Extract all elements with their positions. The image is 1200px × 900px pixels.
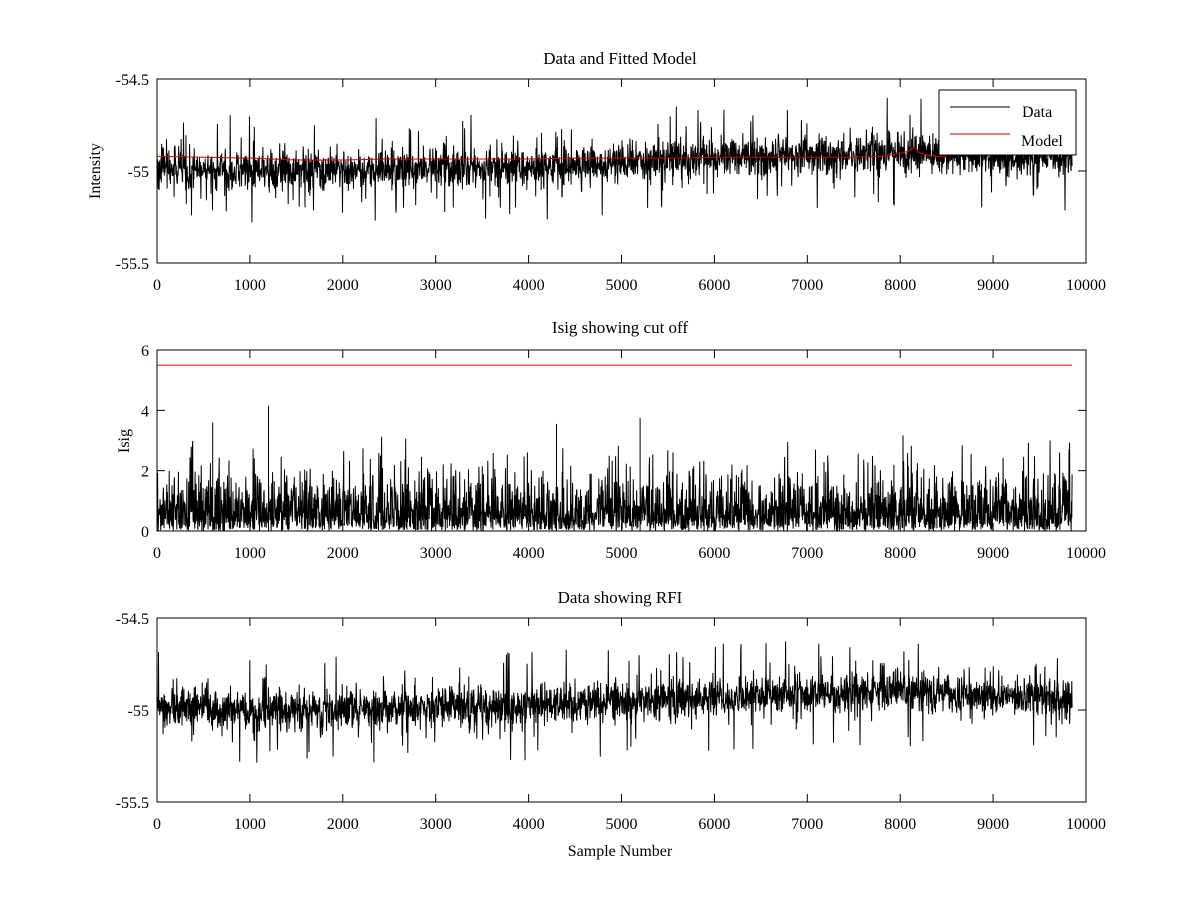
- y-tick-label: -54.5: [116, 611, 149, 628]
- axes-frame: [156, 349, 1087, 532]
- plot-area: [156, 641, 1073, 763]
- y-tick-label: 0: [141, 524, 149, 541]
- x-tick-label: 7000: [791, 277, 823, 294]
- x-tick-label: 3000: [420, 816, 452, 833]
- x-tick-label: 6000: [698, 545, 730, 562]
- x-tick-label: 3000: [420, 277, 452, 294]
- x-tick-label: 5000: [606, 277, 638, 294]
- panel-data-and-fitted-model: Data and Fitted Model Intensity 0 1000 200…: [87, 49, 1106, 294]
- x-axis-label: Sample Number: [568, 843, 673, 860]
- y-axis-label: Isig: [116, 429, 133, 453]
- x-tick-label: 5000: [606, 545, 638, 562]
- y-tick-label: 4: [141, 403, 149, 420]
- series-data: [156, 97, 1073, 223]
- x-tick-label: 9000: [977, 816, 1009, 833]
- legend: Data Model: [938, 89, 1077, 156]
- x-tick-label: 10000: [1066, 545, 1106, 562]
- x-tick-label: 9000: [977, 545, 1009, 562]
- y-tick-label: 6: [141, 343, 149, 360]
- x-tick-label: 8000: [884, 545, 916, 562]
- x-tick-label: 1000: [234, 277, 266, 294]
- panel-data-showing-rfi: Data showing RFI Sample Number 0 1000 2000…: [116, 588, 1106, 860]
- x-tick-label: 1000: [234, 545, 266, 562]
- chart-title: Data showing RFI: [558, 588, 683, 607]
- x-tick-label: 10000: [1066, 816, 1106, 833]
- x-tick-label: 8000: [884, 277, 916, 294]
- chart-title: Isig showing cut off: [552, 318, 688, 337]
- x-tick-label: 2000: [327, 545, 359, 562]
- y-tick-label: -55.5: [116, 256, 149, 273]
- x-tick-label: 8000: [884, 816, 916, 833]
- plot-area: [156, 364, 1073, 532]
- x-tick-label: 10000: [1066, 277, 1106, 294]
- y-axis-label: Intensity: [87, 143, 104, 199]
- x-tick-label: 6000: [698, 816, 730, 833]
- axis-ticks: 0 1000 2000 3000 4000 5000 6000 7000 8000 9000 100…: [116, 72, 1106, 294]
- x-tick-label: 2000: [327, 277, 359, 294]
- x-tick-label: 0: [153, 816, 161, 833]
- x-tick-label: 1000: [234, 816, 266, 833]
- y-tick-label: -55: [128, 703, 149, 720]
- plot-area: [156, 97, 1073, 223]
- x-tick-label: 4000: [513, 545, 545, 562]
- axis-ticks: 0 1000 2000 3000 4000 5000 6000 7000 8000 9000 100…: [141, 343, 1106, 562]
- x-tick-label: 3000: [420, 545, 452, 562]
- series-data: [156, 641, 1073, 763]
- x-tick-label: 6000: [698, 277, 730, 294]
- y-tick-label: 2: [141, 464, 149, 481]
- y-tick-label: -55.5: [116, 795, 149, 812]
- panel-isig-showing-cut-off: Isig showing cut off Isig 0 1000 2000 3000 4…: [116, 318, 1106, 562]
- x-tick-label: 5000: [606, 816, 638, 833]
- x-tick-label: 4000: [513, 277, 545, 294]
- x-tick-label: 2000: [327, 816, 359, 833]
- x-tick-label: 0: [153, 545, 161, 562]
- chart-title: Data and Fitted Model: [543, 49, 697, 68]
- y-tick-label: -55: [128, 164, 149, 181]
- x-tick-label: 9000: [977, 277, 1009, 294]
- x-tick-label: 7000: [791, 545, 823, 562]
- axes-frame: [156, 78, 1087, 264]
- legend-label-data: Data: [1022, 104, 1052, 121]
- series-isig: [156, 405, 1073, 532]
- x-tick-label: 4000: [513, 816, 545, 833]
- series-model: [156, 146, 947, 161]
- axes-frame: [156, 617, 1087, 803]
- axis-ticks: 0 1000 2000 3000 4000 5000 6000 7000 8000 9000 100…: [116, 611, 1106, 833]
- y-tick-label: -54.5: [116, 72, 149, 89]
- x-tick-label: 0: [153, 277, 161, 294]
- legend-box: [938, 89, 1077, 156]
- x-tick-label: 7000: [791, 816, 823, 833]
- legend-label-model: Model: [1021, 133, 1063, 150]
